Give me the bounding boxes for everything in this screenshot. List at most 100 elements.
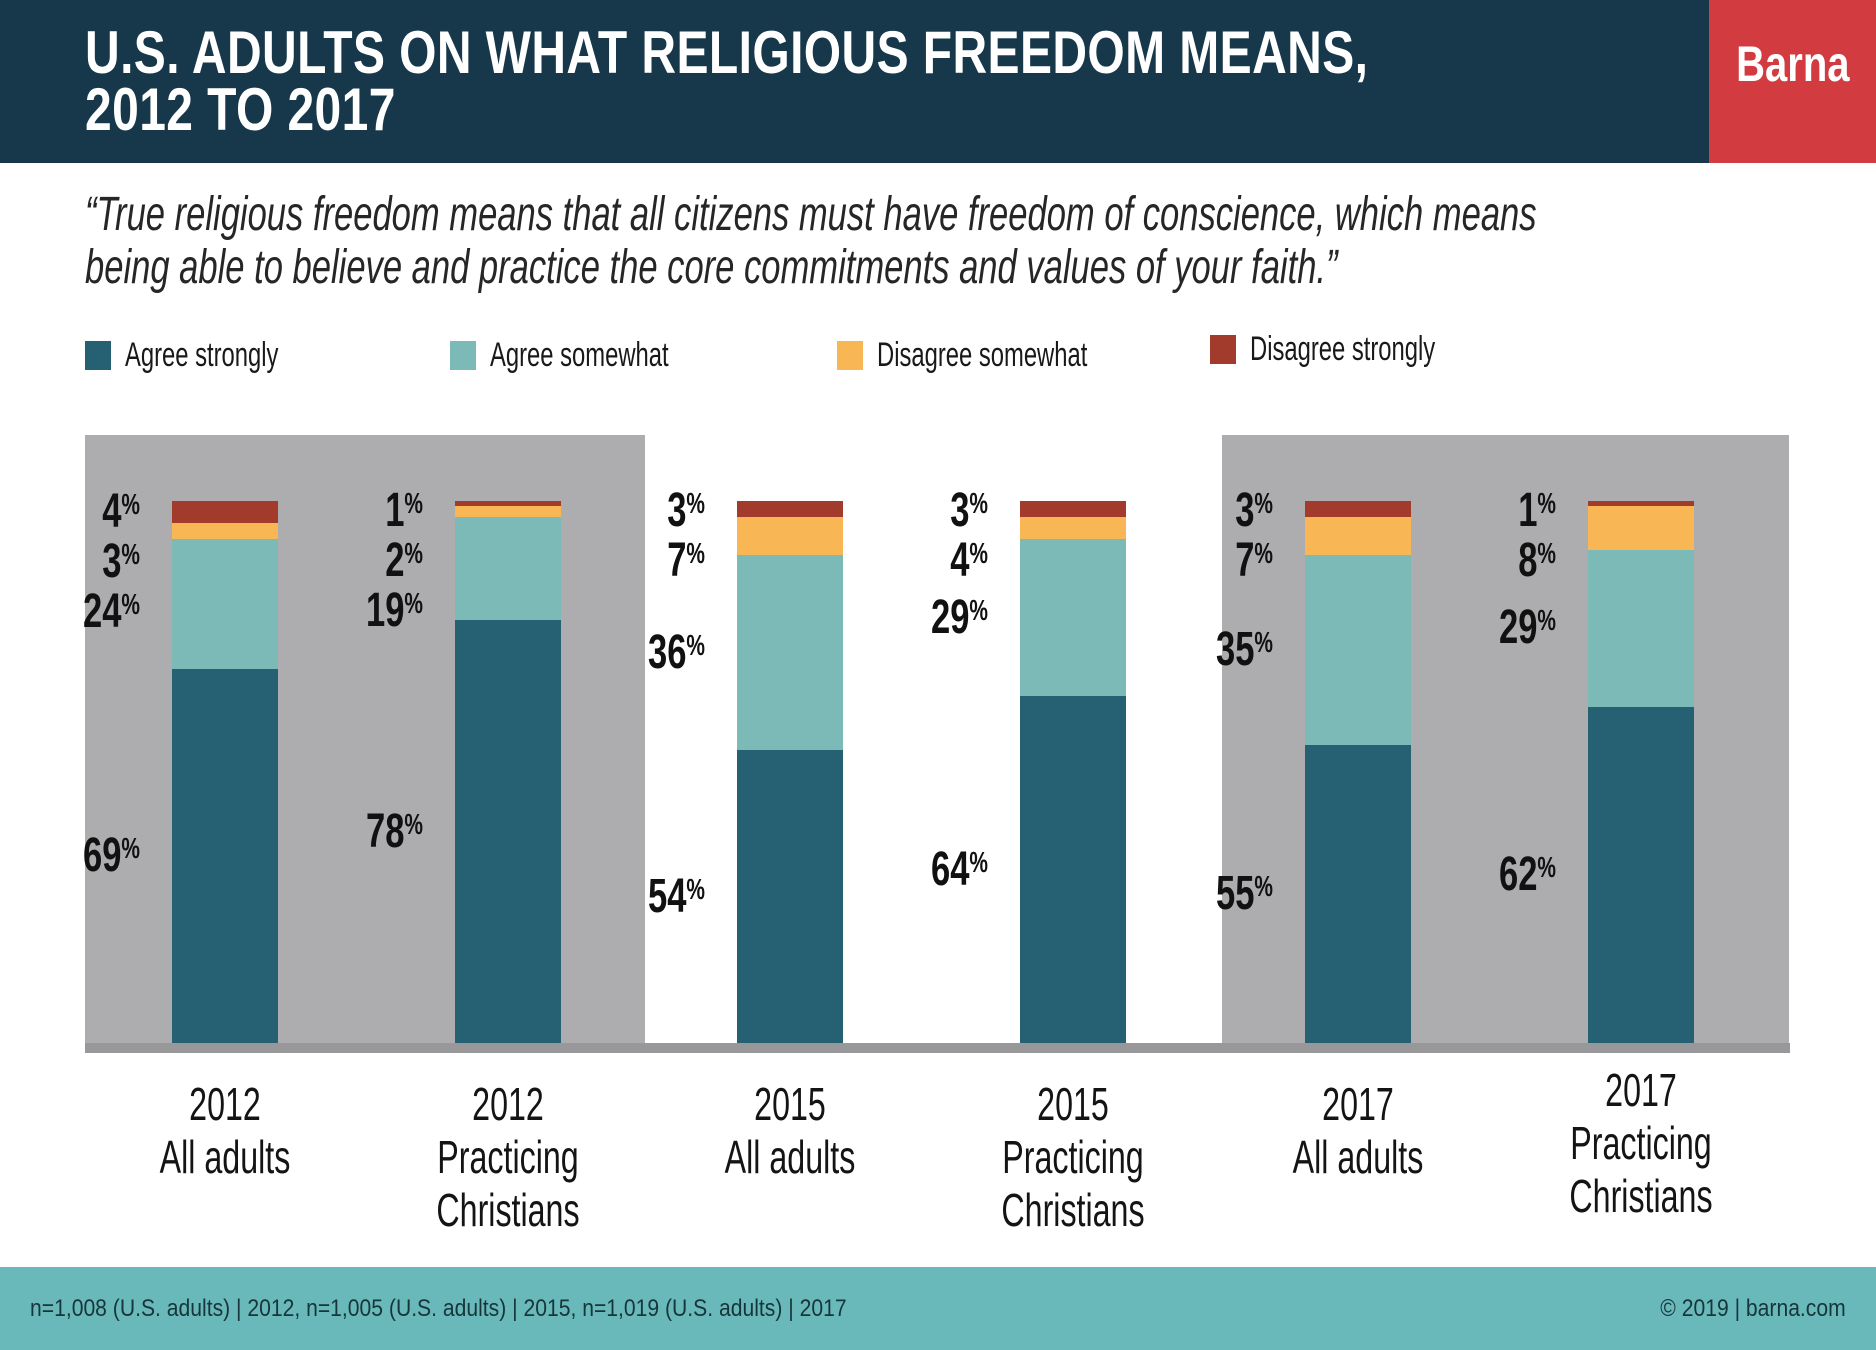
value-label-number: 35 — [1215, 623, 1255, 677]
footer: n=1,008 (U.S. adults) | 2012, n=1,005 (U… — [0, 1267, 1876, 1350]
x-axis-label-2015-all-adults: 2015 All adults — [703, 1078, 878, 1184]
bar-segment-2012-all-adults-disagree-somewhat — [172, 522, 278, 539]
percent-sign: % — [121, 538, 140, 571]
bar-segment-2012-all-adults-agree-strongly — [172, 669, 278, 1043]
value-label-2012-all-adults-disagree-somewhat: 3% — [0, 537, 140, 590]
bar-segment-2017-all-adults-disagree-strongly — [1305, 501, 1411, 518]
value-label-2017-all-adults-agree-somewhat: 35% — [1122, 626, 1273, 678]
x-axis-label-year: 2017 — [1605, 1064, 1677, 1116]
value-label-number: 78 — [365, 804, 405, 858]
percent-sign: % — [121, 833, 140, 865]
percent-sign: % — [686, 488, 705, 520]
bar-2017-all-adults — [1305, 501, 1411, 1043]
percent-sign: % — [969, 846, 988, 879]
value-label-number: 8 — [1518, 534, 1538, 587]
value-label-2015-all-adults-disagree-somewhat: 7% — [554, 537, 705, 589]
bar-2015-practicing-christians — [1020, 501, 1126, 1043]
bar-segment-2012-all-adults-disagree-strongly — [172, 501, 278, 523]
percent-sign: % — [404, 538, 423, 570]
value-label-number: 62 — [1498, 847, 1538, 901]
legend-label-disagree-somewhat: Disagree somewhat — [877, 335, 1088, 374]
value-label-2017-all-adults-disagree-strongly: 3% — [1122, 487, 1273, 539]
bar-segment-2015-all-adults-agree-somewhat — [737, 555, 843, 751]
value-label-2012-all-adults-disagree-strongly: 4% — [0, 487, 140, 540]
percent-sign: % — [969, 488, 988, 520]
axis-line — [85, 1043, 1790, 1053]
bar-segment-2015-practicing-christians-agree-somewhat — [1020, 538, 1126, 697]
x-axis-label-group: Practicing Christians — [1569, 1117, 1713, 1222]
value-label-number: 19 — [365, 584, 405, 637]
value-label-number: 24 — [82, 584, 122, 638]
percent-sign: % — [1254, 870, 1273, 903]
value-label-2017-practicing-christians-agree-somewhat: 29% — [1405, 604, 1556, 656]
value-label-2015-all-adults-disagree-strongly: 3% — [554, 487, 705, 539]
x-axis-label-group: All adults — [724, 1131, 856, 1183]
legend-swatch-agree-strongly — [85, 340, 111, 370]
x-axis-label-group: Practicing Christians — [436, 1131, 580, 1236]
percent-sign: % — [686, 873, 705, 906]
footer-copyright: © 2019 | barna.com — [1660, 1294, 1846, 1322]
page-title: U.S. ADULTS ON WHAT RELIGIOUS FREEDOM ME… — [85, 19, 1369, 143]
x-axis-label-2012-practicing-christians: 2012 Practicing Christians — [421, 1078, 596, 1237]
value-label-number: 2 — [385, 534, 405, 587]
value-label-2015-practicing-christians-disagree-strongly: 3% — [837, 487, 988, 539]
quote-line2: being able to believe and practice the c… — [85, 241, 1338, 294]
footer-sample-note: n=1,008 (U.S. adults) | 2012, n=1,005 (U… — [30, 1294, 847, 1322]
percent-sign: % — [121, 488, 140, 521]
value-label-number: 4 — [950, 534, 970, 587]
bar-segment-2012-practicing-christians-disagree-somewhat — [455, 506, 561, 518]
page-title-line2: 2012 TO 2017 — [85, 76, 396, 143]
value-label-2015-practicing-christians-agree-somewhat: 29% — [837, 593, 988, 646]
value-label-2012-practicing-christians-agree-strongly: 78% — [272, 807, 423, 860]
percent-sign: % — [121, 588, 140, 621]
value-label-2012-practicing-christians-agree-somewhat: 19% — [272, 587, 423, 639]
value-label-2015-all-adults-agree-somewhat: 36% — [554, 628, 705, 681]
barna-logo-text: Barna — [1735, 35, 1850, 92]
x-axis-label-year: 2012 — [472, 1078, 544, 1130]
value-label-2015-practicing-christians-disagree-somewhat: 4% — [837, 537, 988, 589]
value-label-number: 3 — [950, 484, 970, 537]
legend-item-disagree-somewhat: Disagree somewhat — [837, 336, 1177, 374]
value-label-number: 29 — [1498, 601, 1538, 655]
value-label-number: 64 — [930, 842, 970, 896]
legend-item-agree-somewhat: Agree somewhat — [450, 336, 745, 374]
bar-segment-2015-all-adults-disagree-strongly — [737, 501, 843, 518]
barna-logo: Barna — [1709, 0, 1876, 163]
value-label-number: 55 — [1215, 866, 1255, 920]
value-label-number: 1 — [1518, 484, 1538, 537]
bar-segment-2012-all-adults-agree-somewhat — [172, 538, 278, 669]
x-axis-label-2012-all-adults: 2012 All adults — [138, 1078, 313, 1184]
value-label-number: 1 — [385, 484, 405, 537]
bar-segment-2012-practicing-christians-disagree-strongly — [455, 501, 561, 507]
value-label-2017-all-adults-disagree-somewhat: 7% — [1122, 537, 1273, 589]
percent-sign: % — [1537, 605, 1556, 638]
quote-text: “True religious freedom means that all c… — [85, 188, 1876, 294]
x-axis-label-group: All adults — [1292, 1131, 1424, 1183]
quote-line1: “True religious freedom means that all c… — [85, 188, 1537, 241]
bar-segment-2017-practicing-christians-disagree-strongly — [1588, 501, 1694, 507]
page-title-line1: U.S. ADULTS ON WHAT RELIGIOUS FREEDOM ME… — [85, 19, 1369, 86]
percent-sign: % — [404, 488, 423, 520]
legend-swatch-agree-somewhat — [450, 340, 476, 370]
x-axis-label-year: 2015 — [1037, 1078, 1109, 1130]
percent-sign: % — [686, 629, 705, 662]
bar-segment-2015-practicing-christians-disagree-strongly — [1020, 501, 1126, 518]
value-label-2017-practicing-christians-disagree-somewhat: 8% — [1405, 537, 1556, 589]
bar-segment-2017-all-adults-agree-somewhat — [1305, 555, 1411, 745]
x-axis-label-group: Practicing Christians — [1001, 1131, 1145, 1236]
percent-sign: % — [969, 538, 988, 570]
bar-segment-2017-practicing-christians-disagree-somewhat — [1588, 506, 1694, 550]
value-label-number: 3 — [1235, 484, 1255, 537]
percent-sign: % — [969, 594, 988, 627]
legend-label-agree-somewhat: Agree somewhat — [490, 335, 669, 374]
percent-sign: % — [686, 538, 705, 570]
value-label-number: 3 — [667, 484, 687, 537]
legend-label-agree-strongly: Agree strongly — [125, 335, 279, 374]
percent-sign: % — [404, 588, 423, 620]
bar-segment-2017-practicing-christians-agree-somewhat — [1588, 549, 1694, 707]
value-label-number: 36 — [647, 625, 687, 679]
x-axis-label-year: 2015 — [754, 1078, 826, 1130]
bar-segment-2015-practicing-christians-disagree-somewhat — [1020, 517, 1126, 539]
percent-sign: % — [1254, 627, 1273, 660]
